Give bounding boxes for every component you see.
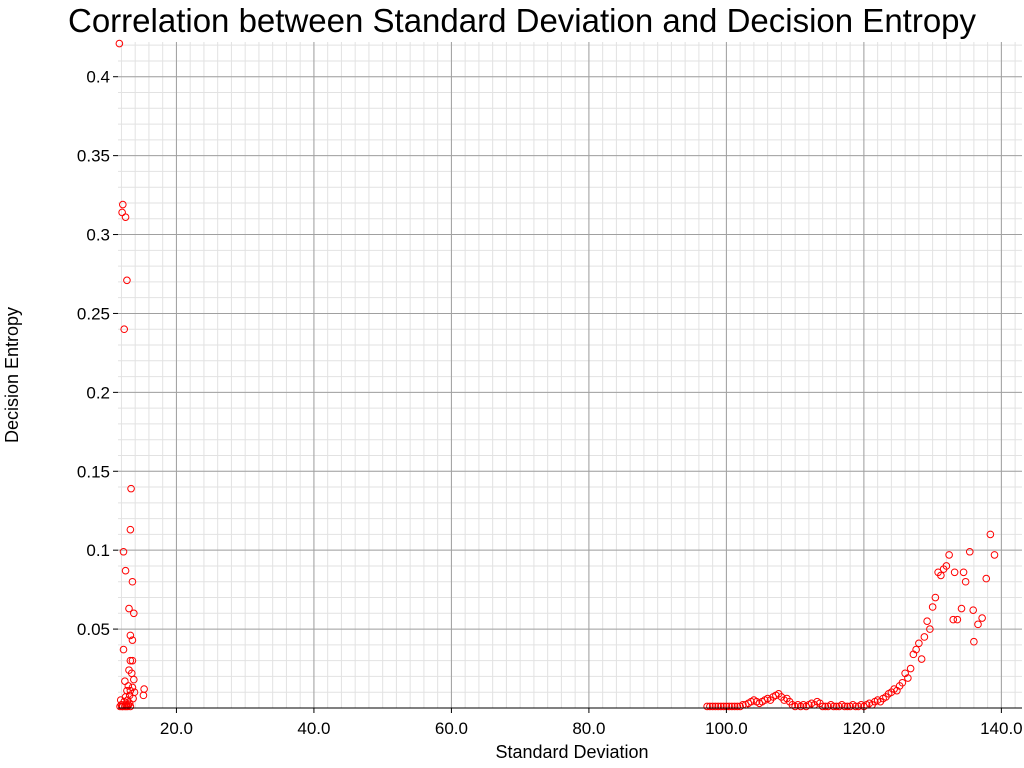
x-tick-label: 20.0	[160, 719, 193, 738]
data-point	[920, 633, 929, 641]
data-point	[127, 484, 135, 493]
data-point	[915, 639, 923, 648]
data-point	[959, 568, 968, 577]
data-point	[714, 702, 722, 711]
data-point	[119, 645, 128, 654]
data-point	[123, 276, 131, 285]
data-point	[986, 530, 995, 539]
data-point	[957, 604, 966, 613]
data-point	[821, 702, 830, 711]
data-point	[926, 625, 934, 633]
y-tick-label: 0.4	[86, 68, 110, 87]
data-point	[125, 604, 133, 613]
data-point	[126, 631, 135, 640]
data-point	[124, 682, 133, 690]
data-point	[121, 566, 130, 575]
y-tick-label: 0.2	[86, 383, 110, 402]
data-point	[818, 702, 827, 711]
y-tick-label: 0.35	[77, 147, 110, 166]
data-point	[832, 702, 841, 711]
data-point	[119, 200, 127, 209]
data-point	[128, 656, 137, 665]
plot-area	[118, 42, 1022, 708]
data-point	[904, 674, 912, 682]
data-point	[130, 609, 138, 618]
x-tick-label: 140.0	[980, 719, 1023, 738]
x-axis-label: Standard Deviation	[495, 742, 648, 762]
data-point	[728, 702, 736, 711]
data-point	[945, 551, 953, 559]
data-point	[840, 702, 849, 711]
data-point	[843, 702, 852, 711]
y-tick-label: 0.15	[77, 462, 110, 481]
data-point	[942, 562, 951, 570]
data-point	[969, 606, 977, 614]
chart-title: Correlation between Standard Deviation a…	[68, 2, 977, 39]
y-tick-label: 0.05	[77, 620, 110, 639]
data-point	[978, 614, 986, 622]
data-point	[711, 702, 720, 711]
data-point	[906, 664, 915, 673]
data-point	[898, 678, 907, 687]
data-point	[139, 691, 148, 700]
y-axis-ticks: 0.05 0.1 0.15 0.2 0.25 0.3 0.35 0.4	[77, 68, 118, 639]
data-point	[725, 702, 733, 711]
data-point	[961, 577, 970, 586]
data-point	[703, 702, 711, 711]
data-point	[931, 593, 940, 602]
data-point	[126, 656, 135, 665]
data-point	[912, 645, 920, 654]
data-point	[990, 551, 999, 559]
data-point	[949, 615, 958, 624]
y-axis-label: Decision Entropy	[2, 307, 22, 443]
data-point	[829, 702, 838, 711]
data-point	[115, 39, 124, 48]
data-point	[965, 547, 974, 556]
data-point	[717, 702, 725, 711]
data-point	[970, 637, 978, 646]
data-point	[130, 675, 138, 684]
data-point	[128, 577, 137, 586]
data-point	[122, 702, 131, 711]
data-point	[706, 702, 714, 711]
data-point	[937, 571, 945, 580]
grid-major	[118, 42, 1022, 708]
data-point	[119, 702, 127, 711]
data-point	[719, 702, 728, 711]
data-point	[119, 547, 128, 556]
x-tick-label: 100.0	[705, 719, 748, 738]
data-point	[730, 702, 739, 711]
data-point	[851, 702, 860, 711]
data-point	[982, 574, 991, 583]
data-point	[128, 636, 137, 644]
y-tick-label: 0.3	[86, 226, 110, 245]
data-point	[708, 702, 717, 711]
data-point	[126, 525, 135, 534]
data-point	[974, 620, 982, 629]
data-point	[923, 617, 931, 625]
data-point	[928, 603, 937, 611]
data-point	[120, 325, 128, 334]
x-axis-ticks: 20.0 40.0 60.0 80.0 100.0 120.0 140.0	[160, 708, 1023, 738]
data-point	[126, 702, 135, 711]
data-point	[953, 615, 962, 624]
x-tick-label: 120.0	[843, 719, 886, 738]
x-tick-label: 60.0	[435, 719, 468, 738]
data-point	[121, 213, 130, 221]
data-point	[950, 568, 959, 577]
data-point	[733, 702, 742, 711]
y-tick-label: 0.25	[77, 304, 110, 323]
x-tick-label: 80.0	[572, 719, 605, 738]
y-tick-label: 0.1	[86, 541, 110, 560]
data-point	[917, 655, 926, 663]
data-point	[126, 686, 135, 695]
x-tick-label: 40.0	[297, 719, 330, 738]
